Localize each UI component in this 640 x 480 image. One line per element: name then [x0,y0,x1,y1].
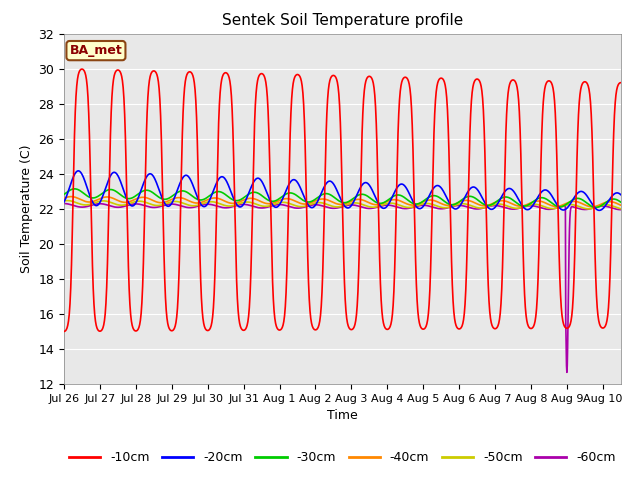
Title: Sentek Soil Temperature profile: Sentek Soil Temperature profile [222,13,463,28]
Text: BA_met: BA_met [70,44,122,57]
X-axis label: Time: Time [327,409,358,422]
Legend: -10cm, -20cm, -30cm, -40cm, -50cm, -60cm: -10cm, -20cm, -30cm, -40cm, -50cm, -60cm [64,446,621,469]
Y-axis label: Soil Temperature (C): Soil Temperature (C) [20,144,33,273]
